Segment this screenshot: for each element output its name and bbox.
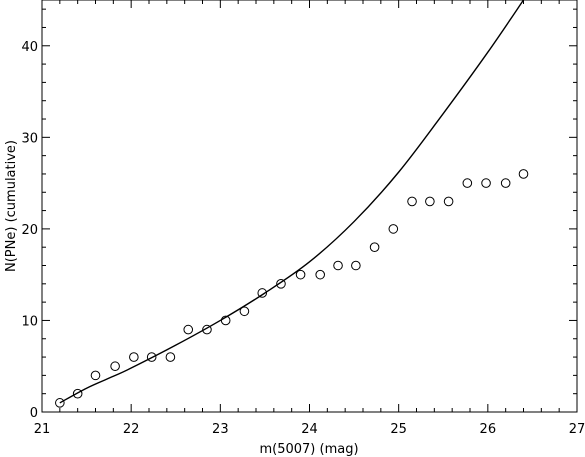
data-point <box>55 398 65 408</box>
data-point <box>146 352 157 362</box>
data-point <box>481 178 491 188</box>
data-point <box>388 224 399 234</box>
data-point <box>257 288 268 298</box>
data-point <box>165 352 176 362</box>
data-point <box>72 388 83 399</box>
data-point <box>202 324 212 335</box>
data-point <box>239 306 250 317</box>
data-point <box>351 260 361 271</box>
x-tick-label: 23 <box>212 422 229 437</box>
data-point <box>183 324 194 335</box>
data-point <box>369 242 380 252</box>
y-tick-label: 40 <box>21 40 38 55</box>
x-tick-label: 24 <box>301 422 318 437</box>
data-point <box>462 178 473 188</box>
x-tick-label: 21 <box>34 422 51 437</box>
x-axis-label: m(5007) (mag) <box>259 442 358 457</box>
y-tick-label: 10 <box>21 314 38 329</box>
x-tick-label: 25 <box>390 422 407 437</box>
data-point <box>443 196 454 207</box>
data-point <box>500 178 511 188</box>
model-curve <box>59 0 525 404</box>
plot-frame <box>41 0 578 413</box>
data-point <box>518 169 529 179</box>
data-point <box>295 269 306 280</box>
data-point <box>220 315 231 326</box>
data-points <box>55 169 529 408</box>
data-point <box>276 279 286 289</box>
x-tick-label: 27 <box>569 422 585 437</box>
data-point <box>110 361 120 372</box>
x-axis-ticks: 21 22 23 24 25 26 27 <box>34 0 585 437</box>
x-tick-label: 22 <box>123 422 140 437</box>
data-point <box>407 196 417 207</box>
y-axis-ticks: 0 10 20 30 40 <box>21 8 577 421</box>
y-tick-label: 0 <box>30 406 38 421</box>
data-point <box>333 260 343 271</box>
data-point <box>315 269 326 280</box>
data-point <box>90 370 101 381</box>
y-tick-label: 20 <box>21 223 38 238</box>
x-tick-label: 26 <box>480 422 497 437</box>
y-tick-label: 30 <box>21 131 38 146</box>
y-axis-label: N(PNe) (cumulative) <box>4 140 19 272</box>
data-point <box>129 352 139 362</box>
data-point <box>425 196 435 207</box>
